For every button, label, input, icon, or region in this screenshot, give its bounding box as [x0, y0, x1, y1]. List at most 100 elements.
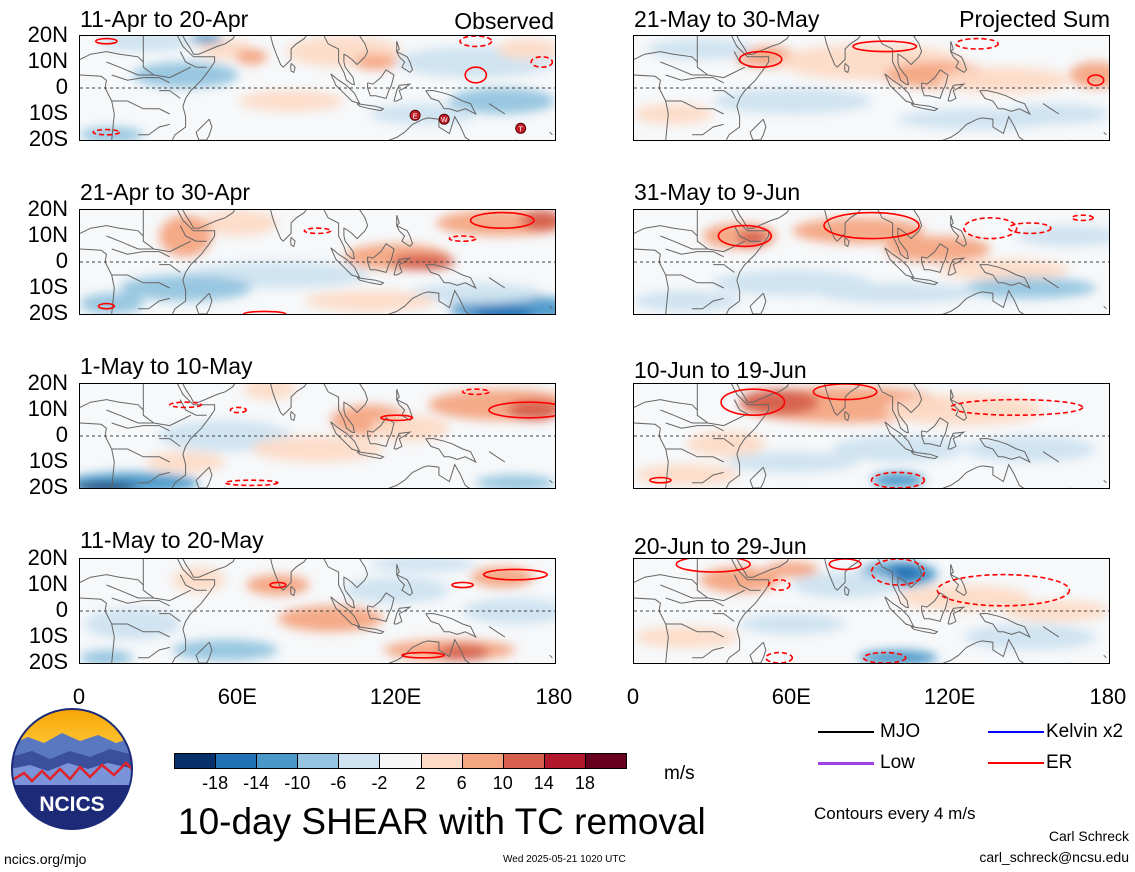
coastline	[488, 451, 506, 463]
coastline	[80, 574, 144, 586]
shear-anomaly-blob	[470, 306, 534, 314]
er-contour	[459, 36, 493, 48]
coastline	[182, 210, 235, 229]
lon-label: 0	[72, 684, 86, 709]
coastline	[106, 584, 154, 599]
colorbar-label: 2	[415, 773, 426, 793]
tc-marker: W	[438, 113, 450, 125]
er-contour	[828, 559, 862, 571]
tc-marker-label: E	[413, 113, 418, 120]
lat-label: 0	[55, 248, 68, 273]
coastline	[713, 613, 735, 622]
lon-label: 120E	[369, 684, 422, 709]
coastline	[106, 409, 154, 424]
coastline	[736, 559, 789, 578]
coastline	[979, 90, 1031, 116]
shear-anomaly-blob	[897, 585, 1030, 611]
coastline	[80, 399, 144, 411]
coastline	[171, 384, 216, 488]
author-email[interactable]: carl_schreck@ncsu.edu	[979, 849, 1129, 865]
lon-label: 60E	[771, 684, 811, 709]
er-contour	[97, 302, 116, 310]
coastline	[138, 297, 170, 310]
coastline	[142, 559, 192, 602]
coastline	[356, 277, 385, 286]
site-link[interactable]: ncics.org/mjo	[4, 851, 87, 867]
shear-anomaly-blob	[713, 88, 872, 114]
coastline	[367, 243, 395, 273]
lat-label: 20N	[27, 545, 68, 570]
lon-label: 180	[1089, 684, 1127, 709]
coastline	[356, 626, 385, 635]
shear-anomaly-blob	[737, 230, 769, 247]
coastline	[549, 131, 553, 136]
coastline	[665, 248, 724, 258]
author-name: Carl Schreck	[1048, 828, 1129, 844]
lat-label: 20S	[28, 126, 68, 151]
coastline	[824, 384, 861, 416]
legend-er-line	[988, 762, 1044, 764]
coastline	[665, 448, 724, 463]
er-contour	[488, 401, 555, 419]
coastline	[692, 123, 724, 136]
map-panel-5	[633, 35, 1110, 141]
er-contour	[530, 55, 554, 68]
coastline	[80, 51, 144, 63]
shear-anomaly-blob	[1016, 225, 1109, 247]
coastline	[660, 584, 708, 599]
panel-title-1: 11-Apr to 20-Apr	[80, 6, 249, 32]
er-contour	[303, 227, 332, 235]
colorbar-label: -10	[284, 773, 311, 793]
panel-title-4: 11-May to 20-May	[80, 527, 264, 553]
lon-label: 60E	[217, 684, 257, 709]
coastline	[171, 36, 216, 140]
colorbar-swatch	[502, 753, 545, 769]
map-panel-1: E W T	[79, 35, 556, 141]
er-contour	[955, 37, 1000, 50]
lat-label: 10S	[28, 448, 68, 473]
coastline	[80, 597, 115, 663]
coastline	[106, 61, 154, 76]
shear-anomaly-blob	[792, 572, 898, 598]
er-contour	[963, 217, 1018, 240]
coastline	[323, 384, 369, 434]
shear-anomaly-blob	[890, 564, 922, 580]
er-contour	[862, 651, 907, 663]
coastline	[713, 90, 735, 99]
coastline	[142, 384, 192, 427]
coastline	[290, 410, 296, 422]
lat-label: 10S	[28, 274, 68, 299]
coastline	[111, 623, 170, 638]
colorbar-label: 6	[456, 773, 467, 793]
coastline	[106, 235, 154, 250]
er-contour	[94, 37, 118, 45]
er-contour	[1007, 222, 1052, 235]
coastline	[713, 438, 735, 447]
coastline	[942, 115, 1025, 140]
coastline	[1103, 131, 1107, 136]
coastline	[195, 466, 213, 488]
coastline	[824, 36, 861, 68]
colorbar-swatch	[297, 753, 340, 769]
coastline	[1103, 305, 1107, 310]
er-contour	[380, 414, 414, 422]
coastline	[733, 225, 761, 242]
er-contour	[451, 581, 475, 589]
coastline	[736, 36, 789, 55]
colorbar-swatch	[584, 753, 627, 769]
coastline	[395, 215, 414, 248]
shear-anomaly-blob	[251, 436, 384, 462]
shear-anomaly-blob	[449, 88, 555, 114]
shear-anomaly-blob	[370, 103, 476, 125]
coastline	[159, 90, 181, 99]
coastline	[665, 597, 724, 607]
units-label: m/s	[664, 763, 695, 784]
coastline	[111, 422, 170, 432]
map-panel-7	[633, 383, 1110, 489]
coastline	[142, 210, 192, 253]
shear-anomaly-blob	[343, 577, 450, 604]
coastline	[1103, 479, 1107, 484]
shear-anomaly-blob	[409, 282, 542, 304]
coastline	[1042, 451, 1060, 463]
legend-mjo-line	[818, 731, 874, 733]
